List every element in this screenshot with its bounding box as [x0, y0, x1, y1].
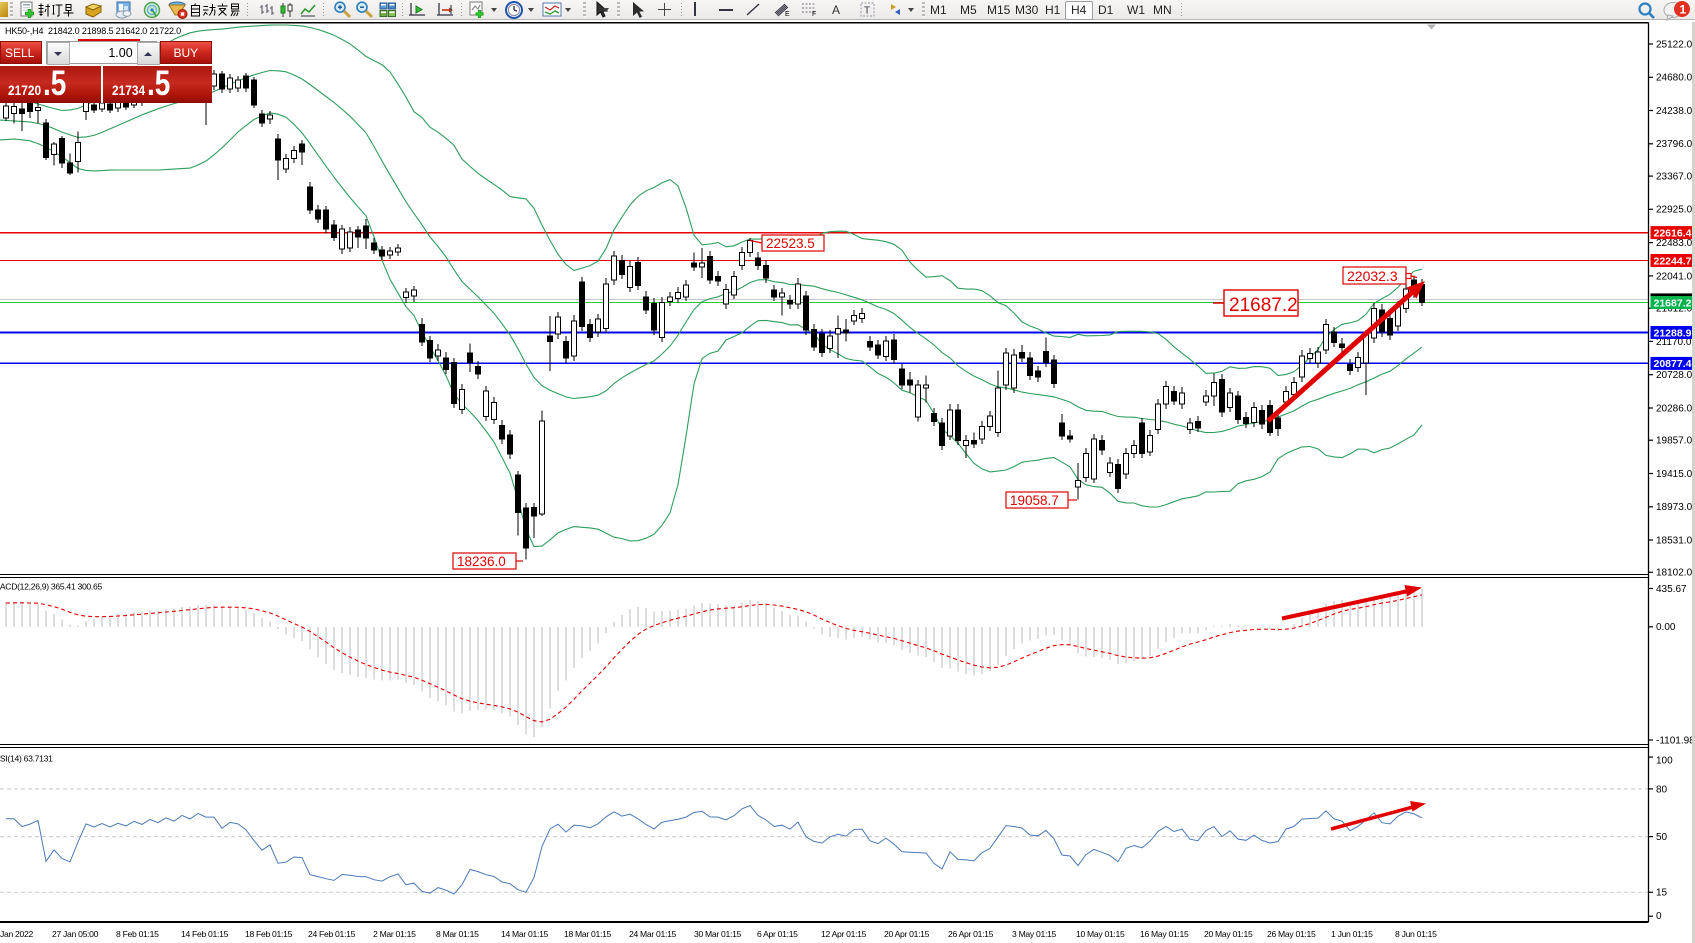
- svg-text:50: 50: [1656, 832, 1668, 843]
- svg-text:21612.0: 21612.0: [1656, 304, 1693, 315]
- svg-text:18973.0: 18973.0: [1656, 502, 1693, 513]
- svg-text:14 Mar 01:15: 14 Mar 01:15: [501, 929, 549, 939]
- svg-text:Jan 2022: Jan 2022: [0, 929, 33, 939]
- svg-text:2 Mar 01:15: 2 Mar 01:15: [373, 929, 416, 939]
- svg-text:24 Feb 01:15: 24 Feb 01:15: [308, 929, 356, 939]
- svg-text:8 Mar 01:15: 8 Mar 01:15: [436, 929, 479, 939]
- svg-text:18102.0: 18102.0: [1656, 568, 1693, 579]
- svg-text:1: 1: [1680, 3, 1687, 17]
- svg-text:18 Mar 01:15: 18 Mar 01:15: [564, 929, 612, 939]
- svg-text:16 May 01:15: 16 May 01:15: [1140, 929, 1189, 939]
- svg-text:20286.0: 20286.0: [1656, 403, 1693, 414]
- svg-text:8 Feb 01:15: 8 Feb 01:15: [116, 929, 159, 939]
- svg-text:22925.0: 22925.0: [1656, 205, 1693, 216]
- svg-text:22244.7: 22244.7: [1654, 255, 1692, 267]
- svg-text:20 May 01:15: 20 May 01:15: [1204, 929, 1253, 939]
- svg-text:22032.3: 22032.3: [1347, 268, 1398, 284]
- svg-text:100: 100: [1656, 756, 1673, 767]
- svg-text:3 May 01:15: 3 May 01:15: [1012, 929, 1057, 939]
- svg-text:RSI(14) 63.7131: RSI(14) 63.7131: [0, 754, 53, 764]
- svg-text:19857.0: 19857.0: [1656, 436, 1693, 447]
- svg-text:-1101.98: -1101.98: [1656, 736, 1695, 747]
- svg-text:F: F: [812, 11, 816, 17]
- svg-text:27 Jan 05:00: 27 Jan 05:00: [52, 929, 99, 939]
- svg-text:T: T: [864, 6, 870, 17]
- svg-text:21687.2: 21687.2: [1654, 297, 1692, 309]
- svg-text:15: 15: [1656, 888, 1668, 899]
- svg-text:1 Jun 01:15: 1 Jun 01:15: [1331, 929, 1373, 939]
- svg-text:22523.5: 22523.5: [766, 236, 815, 251]
- svg-text:80: 80: [1656, 784, 1668, 795]
- svg-text:14 Feb 01:15: 14 Feb 01:15: [181, 929, 229, 939]
- svg-text:24 Mar 01:15: 24 Mar 01:15: [629, 929, 677, 939]
- svg-text:19415.0: 19415.0: [1656, 469, 1693, 480]
- svg-text:0: 0: [1656, 911, 1662, 922]
- svg-text:10 May 01:15: 10 May 01:15: [1076, 929, 1125, 939]
- svg-text:19058.7: 19058.7: [1010, 493, 1059, 508]
- svg-text:HK50-,H4 21842.0 21898.5 2164: HK50-,H4 21842.0 21898.5 21642.0 21722.0: [5, 26, 181, 36]
- svg-text:0.00: 0.00: [1656, 622, 1676, 633]
- svg-text:23367.0: 23367.0: [1656, 172, 1693, 183]
- svg-text:26 Apr 01:15: 26 Apr 01:15: [948, 929, 994, 939]
- svg-text:21288.9: 21288.9: [1654, 327, 1692, 339]
- svg-text:6 Apr 01:15: 6 Apr 01:15: [757, 929, 798, 939]
- svg-text:E: E: [785, 11, 790, 17]
- svg-text:22616.4: 22616.4: [1654, 227, 1692, 239]
- svg-text:18 Feb 01:15: 18 Feb 01:15: [245, 929, 293, 939]
- svg-text:20877.4: 20877.4: [1654, 358, 1692, 370]
- svg-text:12 Apr 01:15: 12 Apr 01:15: [821, 929, 867, 939]
- svg-text:30 Mar 01:15: 30 Mar 01:15: [694, 929, 742, 939]
- svg-text:435.67: 435.67: [1656, 584, 1687, 595]
- svg-text:23796.0: 23796.0: [1656, 139, 1693, 150]
- svg-text:8 Jun 01:15: 8 Jun 01:15: [1395, 929, 1437, 939]
- svg-text:21687.2: 21687.2: [1229, 295, 1298, 316]
- svg-text:24238.0: 24238.0: [1656, 106, 1693, 117]
- svg-text:20 Apr 01:15: 20 Apr 01:15: [884, 929, 930, 939]
- svg-text:26 May 01:15: 26 May 01:15: [1267, 929, 1316, 939]
- svg-text:22483.0: 22483.0: [1656, 238, 1693, 249]
- svg-text:25122.0: 25122.0: [1656, 39, 1693, 50]
- svg-text:18236.0: 18236.0: [457, 554, 506, 569]
- svg-text:20728.0: 20728.0: [1656, 370, 1693, 381]
- svg-text:MACD(12,26,9) 365.41 300.65: MACD(12,26,9) 365.41 300.65: [0, 582, 102, 592]
- svg-text:18531.0: 18531.0: [1656, 535, 1693, 546]
- svg-text:22041.0: 22041.0: [1656, 271, 1693, 282]
- svg-text:24680.0: 24680.0: [1656, 73, 1693, 84]
- svg-text:21170.0: 21170.0: [1656, 337, 1692, 348]
